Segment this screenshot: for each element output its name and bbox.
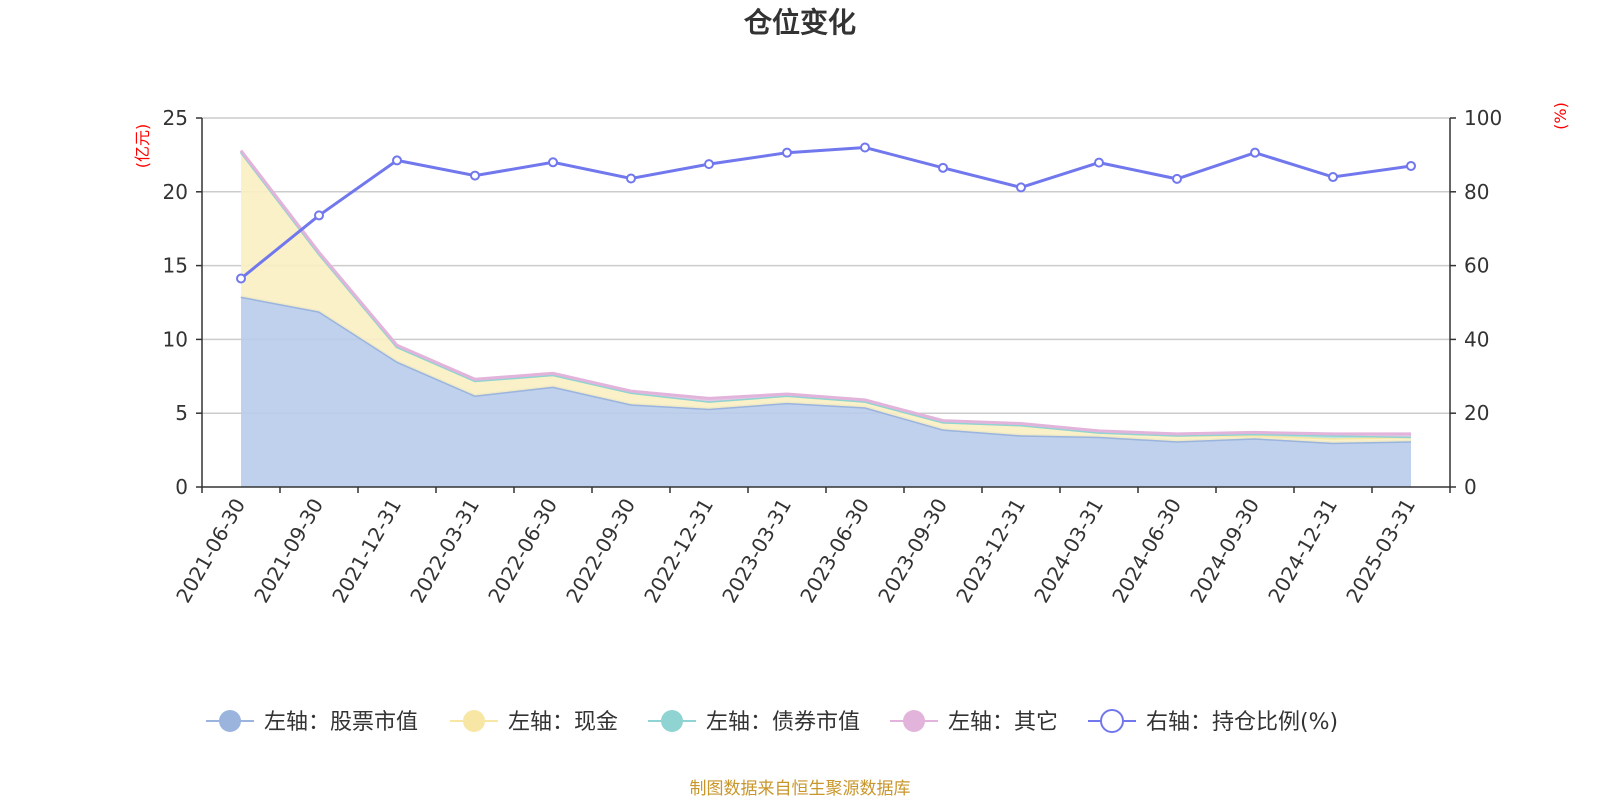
x-tick-label: 2023-06-30 (795, 494, 874, 607)
legend-label: 左轴：股票市值 (264, 710, 418, 735)
x-tick-label: 2021-06-30 (171, 494, 250, 607)
ratio-line-path (240, 145, 1412, 280)
legend-marker (661, 710, 683, 732)
x-tick-label: 2021-12-31 (327, 494, 406, 607)
legend-marker (463, 710, 485, 732)
legend-item[interactable]: 左轴：债券市值 (648, 710, 860, 735)
ratio-point[interactable] (938, 162, 948, 173)
right-tick-label: 60 (1464, 254, 1489, 278)
ratio-point[interactable] (1406, 160, 1416, 171)
legend-marker (219, 710, 241, 732)
data-source-note: 制图数据来自恒生聚源数据库 (690, 779, 911, 799)
x-tick-label: 2025-03-31 (1341, 494, 1420, 607)
area-top-line (239, 149, 1411, 436)
legend-marker (1100, 709, 1124, 733)
ratio-point[interactable] (1172, 173, 1182, 184)
left-tick-label: 10 (163, 327, 188, 351)
x-tick-label: 2022-12-31 (639, 494, 718, 607)
left-tick-label: 0 (175, 475, 188, 499)
ratio-point[interactable] (1250, 147, 1260, 158)
legend-label: 左轴：债券市值 (706, 710, 860, 735)
left-tick-label: 15 (163, 254, 188, 278)
x-tick-label: 2024-03-31 (1029, 494, 1108, 607)
legend-item[interactable]: 右轴：持仓比例(%) (1088, 709, 1338, 735)
ratio-point[interactable] (236, 273, 246, 284)
legend-item[interactable]: 左轴：股票市值 (206, 710, 418, 735)
x-tick-label: 2024-06-30 (1107, 494, 1186, 607)
ratio-point[interactable] (1328, 172, 1338, 183)
ratio-point[interactable] (548, 157, 558, 168)
right-tick-label: 40 (1464, 327, 1489, 351)
ratio-point[interactable] (470, 170, 480, 181)
legend[interactable]: 左轴：股票市值 左轴：现金 左轴：债券市值 左轴：其它 右轴：持仓比例(%) (206, 709, 1338, 735)
x-tick-label: 2023-03-31 (717, 494, 796, 607)
right-tick-label: 100 (1464, 106, 1502, 130)
x-tick-label: 2023-12-31 (951, 494, 1030, 607)
x-tick-label: 2024-09-30 (1185, 494, 1264, 607)
left-axis-unit: (亿元) (133, 124, 152, 169)
area-band (241, 296, 1411, 487)
ratio-point[interactable] (626, 173, 636, 184)
right-axis-unit: (%) (1551, 102, 1570, 130)
left-tick-label: 20 (163, 180, 188, 204)
x-tick-label: 2022-03-31 (405, 494, 484, 607)
ratio-point[interactable] (782, 147, 792, 158)
position-ratio-line (236, 142, 1416, 284)
stacked-areas (239, 149, 1412, 487)
left-tick-label: 25 (163, 106, 188, 130)
x-tick-label: 2022-06-30 (483, 494, 562, 607)
legend-item[interactable]: 左轴：其它 (890, 710, 1058, 735)
legend-label: 左轴：其它 (948, 710, 1058, 735)
ratio-point[interactable] (704, 159, 714, 170)
ratio-point[interactable] (314, 210, 324, 221)
ratio-point[interactable] (392, 155, 402, 166)
x-tick-label: 2024-12-31 (1263, 494, 1342, 607)
grid-lines (202, 117, 1450, 414)
left-tick-label: 5 (175, 401, 188, 425)
x-tick-label: 2023-09-30 (873, 494, 952, 607)
right-tick-label: 80 (1464, 180, 1489, 204)
x-tick-label: 2021-09-30 (249, 494, 328, 607)
ratio-point[interactable] (1016, 182, 1026, 193)
ratio-point[interactable] (1094, 157, 1104, 168)
chart-title: 仓位变化 (744, 6, 856, 39)
legend-item[interactable]: 左轴：现金 (450, 710, 618, 735)
legend-label: 左轴：现金 (508, 710, 618, 735)
legend-label: 右轴：持仓比例(%) (1146, 710, 1338, 735)
right-tick-label: 0 (1464, 475, 1477, 499)
ratio-point[interactable] (860, 142, 870, 153)
right-tick-label: 20 (1464, 401, 1489, 425)
legend-marker (903, 710, 925, 732)
x-tick-label: 2022-09-30 (561, 494, 640, 607)
